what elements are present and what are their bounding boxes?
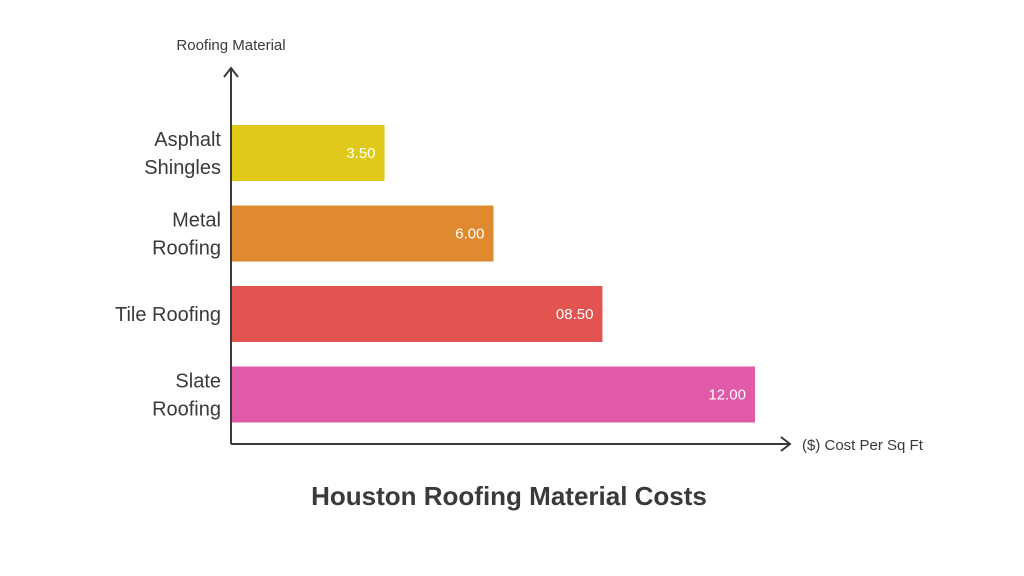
- x-axis-arrow: [780, 436, 792, 452]
- bar-value-label-2: 08.50: [556, 306, 594, 323]
- bars-group: 3.50 Asphalt Shingles 6.00 Metal Roofing 08.50…: [115, 125, 755, 423]
- y-axis-title: Roofing Material: [176, 37, 285, 54]
- bar-value-label-1: 6.00: [455, 226, 484, 243]
- chart-title: Houston Roofing Material Costs: [311, 481, 707, 511]
- y-axis-arrow: [223, 66, 239, 78]
- bar-2: [232, 286, 603, 342]
- category-label-0: Asphalt Shingles: [144, 129, 221, 179]
- category-label-1: Metal Roofing: [152, 210, 221, 260]
- bar-value-label-0: 3.50: [346, 145, 375, 162]
- axes-group: [223, 66, 792, 452]
- bar-3: [232, 366, 755, 423]
- bar-0: [232, 125, 385, 181]
- category-label-3: Slate Roofing: [152, 371, 221, 421]
- bar-value-label-3: 12.00: [708, 387, 746, 404]
- x-axis-title: ($) Cost Per Sq Ft: [802, 437, 924, 454]
- bar-1: [232, 205, 494, 262]
- category-label-2: Tile Roofing: [115, 304, 221, 326]
